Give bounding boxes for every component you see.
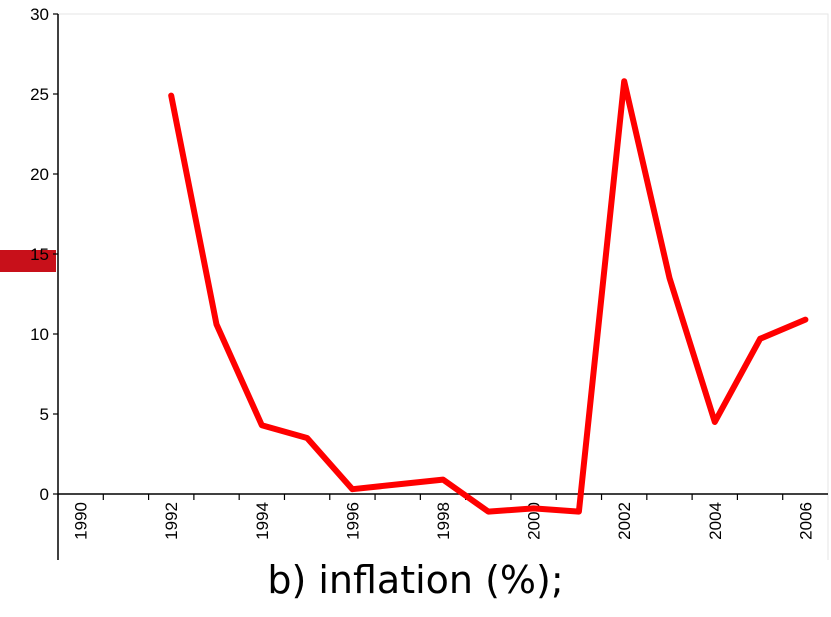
x-axis-ticks: 1990 1992 1994 1996 1998 2000 2002 2004 2006 [57, 494, 815, 540]
x-tick-label: 2002 [615, 502, 634, 540]
x-tick-label: 1992 [162, 502, 181, 540]
chart-caption: b) inflation (%); [267, 558, 564, 602]
x-tick-label: 2004 [706, 502, 725, 540]
y-tick-label: 25 [30, 85, 49, 104]
chart-axes [57, 13, 829, 560]
chart-series [168, 78, 809, 515]
y-tick-label: 20 [30, 165, 49, 184]
x-tick-label: 1996 [343, 502, 362, 540]
y-tick-label: 10 [30, 325, 49, 344]
red-edge-marker [0, 250, 56, 272]
y-tick-label: 5 [40, 405, 49, 424]
y-tick-label: 30 [30, 5, 49, 24]
x-tick-label: 1994 [253, 502, 272, 540]
x-tick-label: 1990 [72, 502, 91, 540]
x-tick-label: 1998 [434, 502, 453, 540]
x-tick-label: 2006 [796, 502, 815, 540]
y-tick-label: 15 [30, 245, 49, 264]
y-tick-label: 0 [40, 485, 49, 504]
series-line [168, 78, 809, 515]
